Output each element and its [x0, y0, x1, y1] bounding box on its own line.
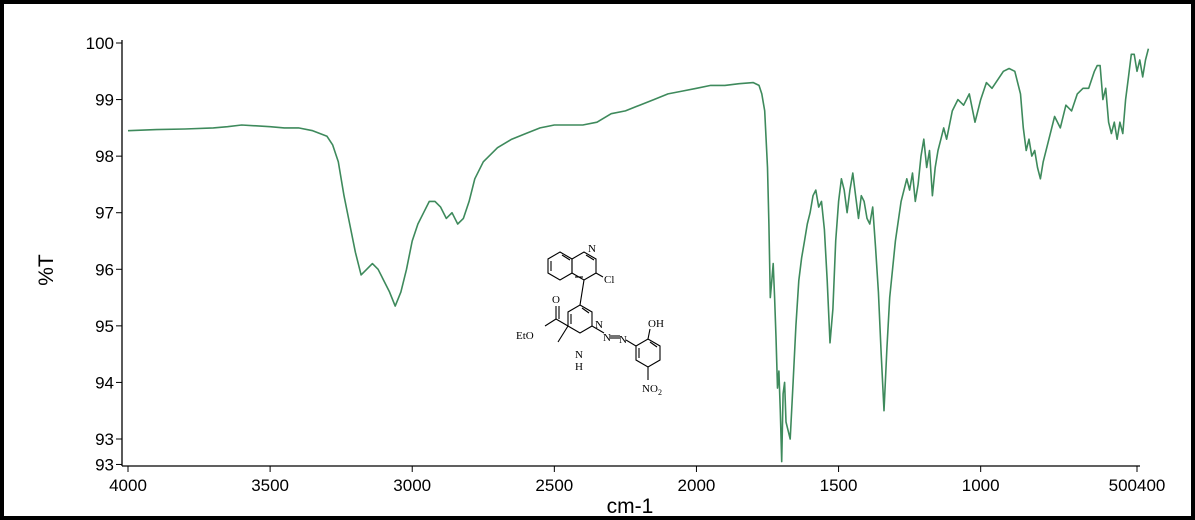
atom-label: O — [552, 294, 560, 306]
y-tick-label: 93 — [95, 430, 114, 449]
atom-label: N — [619, 334, 627, 346]
atom-label: N — [595, 319, 603, 331]
atom-label: 2 — [658, 388, 662, 397]
y-tick-label: 95 — [95, 317, 114, 336]
y-tick-label: 93 — [95, 455, 114, 474]
x-tick-label: 3000 — [393, 476, 431, 495]
x-tick-label: 1000 — [962, 476, 1000, 495]
chemical-structure-inset — [544, 251, 661, 380]
atom-label: N — [603, 332, 611, 344]
atom-label: Cl — [604, 274, 614, 286]
x-tick-label: 3500 — [251, 476, 289, 495]
y-tick-label: 98 — [95, 147, 114, 166]
x-tick-label: 2500 — [535, 476, 573, 495]
atom-label: N — [588, 243, 596, 255]
atom-label: NO — [642, 383, 658, 395]
y-axis-ticks: 100 99 98 97 96 95 94 93 93 — [86, 34, 122, 474]
x-axis-ticks: 4000 3500 3000 2500 2000 1500 1000 500400 — [109, 466, 1165, 495]
y-tick-label: 99 — [95, 91, 114, 110]
atom-label: EtO — [516, 330, 534, 342]
x-tick-label: 2000 — [678, 476, 716, 495]
x-tick-label: 500400 — [1109, 476, 1166, 495]
chemical-structure-labels: N Cl EtO O N OH N N N H NO 2 — [516, 243, 664, 397]
atom-label: N — [575, 349, 583, 361]
atom-label: OH — [648, 318, 664, 330]
y-tick-label: 100 — [86, 34, 114, 53]
atom-label: H — [575, 361, 583, 373]
y-tick-label: 94 — [95, 373, 114, 392]
y-axis-title: %T — [35, 254, 58, 286]
x-tick-label: 4000 — [109, 476, 147, 495]
y-tick-label: 97 — [95, 204, 114, 223]
y-tick-label: 96 — [95, 260, 114, 279]
x-axis-title: cm-1 — [607, 495, 654, 518]
x-tick-label: 1500 — [820, 476, 858, 495]
series-line-transmittance — [127, 48, 1150, 463]
